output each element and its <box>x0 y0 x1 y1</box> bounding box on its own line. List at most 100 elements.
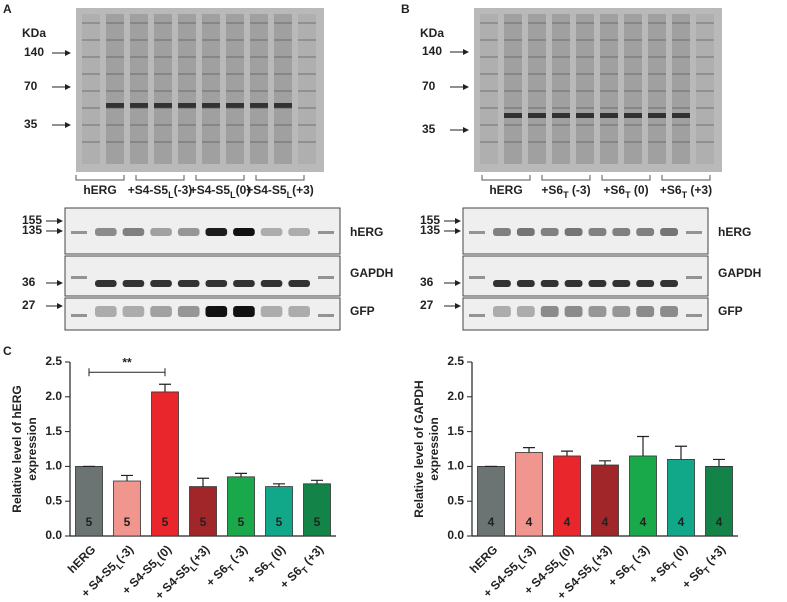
blot-marker-label: 36 <box>22 275 36 289</box>
gel-band <box>178 103 196 108</box>
gel-band-faint <box>298 124 316 126</box>
gel-band-faint <box>298 90 316 92</box>
x-tick-label-sub: T <box>669 560 680 571</box>
gel-band-faint <box>274 141 292 143</box>
gel-lane <box>250 14 268 164</box>
x-tick-label-sub: T <box>267 560 278 571</box>
blot-band <box>122 306 145 317</box>
group-label-suffix: (-3) <box>569 183 591 197</box>
gel-band-faint <box>552 141 570 143</box>
group-bracket <box>255 175 305 181</box>
blot-band <box>588 306 607 317</box>
blot-band <box>95 280 117 287</box>
blot-marker-label: 135 <box>22 223 42 237</box>
gel-band-faint <box>82 73 100 75</box>
blot-band <box>516 228 535 236</box>
y-axis-label: Relative level of hERG <box>10 385 24 512</box>
ladder-band <box>686 276 702 279</box>
gel-band-faint <box>504 56 522 58</box>
bar <box>113 480 141 537</box>
gel-band-faint <box>202 22 220 24</box>
gel-band-faint <box>648 73 666 75</box>
group-label: hERG <box>489 183 522 197</box>
gel-band-faint <box>480 56 498 58</box>
gel-band-faint <box>226 141 244 143</box>
blot-band <box>288 306 310 317</box>
bar <box>227 476 255 537</box>
group-label: +S4-S5L(-3) <box>128 183 193 200</box>
gel-band-faint <box>600 73 618 75</box>
gel-lane <box>202 14 220 164</box>
blot-band <box>122 280 145 287</box>
ladder-band <box>686 231 702 234</box>
gel-lane <box>672 14 690 164</box>
gel-band-faint <box>480 124 498 126</box>
n-label: 4 <box>678 515 685 529</box>
marker-label: 70 <box>422 79 436 93</box>
gel-band <box>202 103 220 108</box>
n-label: 4 <box>564 515 571 529</box>
gel-band-faint <box>648 22 666 24</box>
error-bar <box>637 435 649 456</box>
ladder-band <box>71 231 87 234</box>
group-label-main: +S6 <box>603 183 625 197</box>
blot-strip <box>462 255 709 297</box>
bar <box>591 464 619 537</box>
blot-band <box>612 280 631 287</box>
gel-band-faint <box>274 124 292 126</box>
blot-marker-label: 27 <box>22 298 36 312</box>
gel-band-faint <box>106 107 124 109</box>
group-bracket <box>541 175 591 181</box>
gel-band-faint <box>226 124 244 126</box>
marker-label: 140 <box>24 45 44 59</box>
blot-band <box>564 280 583 287</box>
gel-band-faint <box>106 141 124 143</box>
gel-band-faint <box>154 90 172 92</box>
ladder-band <box>318 231 334 234</box>
blot-band <box>177 280 200 287</box>
gel-band-faint <box>82 141 100 143</box>
gel-lane <box>624 14 642 164</box>
group-label: +S4-S5L(0) <box>190 183 251 200</box>
gel-band-faint <box>250 39 268 41</box>
blot-band <box>260 306 283 317</box>
gel-band-faint <box>696 73 714 75</box>
gel-band <box>648 113 666 118</box>
gel-band-faint <box>274 73 292 75</box>
kda-label: KDa <box>22 26 46 40</box>
group-bracket <box>135 175 185 181</box>
blot-label: GAPDH <box>350 266 393 280</box>
gel-lane <box>552 14 570 164</box>
gel-band-faint <box>624 73 642 75</box>
n-label: 5 <box>276 515 283 529</box>
blot-band <box>636 228 655 236</box>
group-label-sub: T <box>625 190 631 200</box>
blot-marker-label: 135 <box>420 223 440 237</box>
gel-band-faint <box>130 56 148 58</box>
gel-band-faint <box>178 56 196 58</box>
blot-band <box>150 280 172 287</box>
gel-band-faint <box>480 107 498 109</box>
gel-band-faint <box>576 141 594 143</box>
n-label: 5 <box>200 515 207 529</box>
blot-band <box>288 280 310 287</box>
gel-band-faint <box>576 73 594 75</box>
ladder-band <box>469 276 485 279</box>
group-label: +S6T (0) <box>603 183 648 200</box>
blot-band <box>95 228 117 236</box>
blot-band <box>540 280 559 287</box>
gel-band-faint <box>648 141 666 143</box>
blot-marker-label: 155 <box>420 213 440 227</box>
gel-lane <box>154 14 172 164</box>
gel-band <box>576 113 594 118</box>
group-label-sub: T <box>563 190 569 200</box>
gel-band-faint <box>154 124 172 126</box>
blot-band <box>660 280 678 287</box>
gel-band-faint <box>624 56 642 58</box>
error-bar <box>273 483 285 487</box>
blot-band <box>636 280 655 287</box>
gel-band-faint <box>648 39 666 41</box>
gel-band-faint <box>528 73 546 75</box>
bar <box>515 452 543 537</box>
